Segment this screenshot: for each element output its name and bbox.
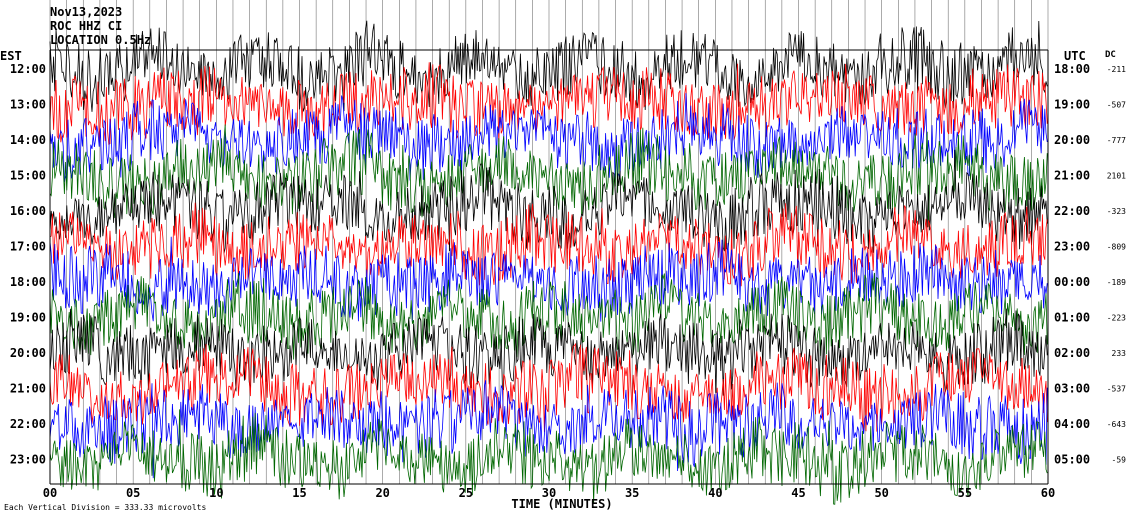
est-tick-label: 14:00	[10, 133, 46, 147]
x-tick-label: 60	[1041, 486, 1055, 500]
est-tick-label: 16:00	[10, 204, 46, 218]
utc-tick-label: 02:00	[1054, 346, 1090, 360]
x-tick-label: 25	[459, 486, 473, 500]
x-tick-label: 45	[791, 486, 805, 500]
x-axis-title: TIME (MINUTES)	[511, 497, 612, 511]
x-tick-label: 05	[126, 486, 140, 500]
scale-note: Each Vertical Division = 333.33 microvol…	[4, 503, 207, 512]
est-tick-label: 13:00	[10, 98, 46, 112]
utc-tick-label: 18:00	[1054, 62, 1090, 76]
header-date: Nov13,2023	[50, 5, 123, 19]
dc-value-label: -537	[1107, 385, 1126, 394]
x-tick-label: 20	[375, 486, 389, 500]
chart-labels: EST UTC DC 12:00 18:00 -211 13:00 19:00 -507 14:0…	[0, 49, 1126, 511]
header-station: ROC HHZ CI	[50, 19, 123, 33]
est-tick-label: 22:00	[10, 417, 46, 431]
utc-tick-label: 05:00	[1054, 453, 1090, 467]
seismic-traces	[49, 20, 1048, 505]
dc-value-label: -643	[1107, 420, 1126, 429]
est-tick-label: 12:00	[10, 62, 46, 76]
est-tick-label: 15:00	[10, 169, 46, 183]
trace-row	[49, 149, 1048, 254]
utc-tick-label: 23:00	[1054, 240, 1090, 254]
dc-value-label: -189	[1107, 278, 1126, 287]
est-tick-label: 17:00	[10, 240, 46, 254]
utc-tick-label: 22:00	[1054, 204, 1090, 218]
dc-value-label: -223	[1107, 314, 1126, 323]
chart-axes	[49, 49, 1049, 485]
dc-value-label: -211	[1107, 65, 1126, 74]
est-tick-label: 20:00	[10, 346, 46, 360]
dc-value-label: -323	[1107, 207, 1126, 216]
x-tick-label: 40	[708, 486, 722, 500]
trace-row	[49, 308, 1048, 396]
x-tick-label: 00	[43, 486, 57, 500]
est-tick-label: 23:00	[10, 453, 46, 467]
trace-row	[49, 93, 1048, 183]
dc-value-label: -507	[1107, 101, 1126, 110]
trace-row	[49, 20, 1048, 112]
x-tick-label: 50	[874, 486, 888, 500]
dc-value-label: -809	[1107, 243, 1126, 252]
est-axis-label: EST	[0, 49, 22, 63]
utc-tick-label: 01:00	[1054, 311, 1090, 325]
trace-row	[49, 202, 1048, 287]
x-tick-label: 35	[625, 486, 639, 500]
x-tick-label: 55	[958, 486, 972, 500]
x-tick-label: 15	[292, 486, 306, 500]
x-tick-label: 10	[209, 486, 223, 500]
utc-tick-label: 00:00	[1054, 275, 1090, 289]
trace-row	[49, 124, 1048, 227]
utc-axis-label: UTC	[1064, 49, 1086, 63]
trace-row	[49, 380, 1048, 479]
est-tick-label: 21:00	[10, 382, 46, 396]
utc-tick-label: 20:00	[1054, 133, 1090, 147]
header-filter: LOCATION 0.5Hz	[50, 33, 152, 47]
dc-value-label: -777	[1107, 136, 1126, 145]
est-tick-label: 19:00	[10, 311, 46, 325]
dc-value-label: 2101	[1107, 172, 1126, 181]
utc-tick-label: 21:00	[1054, 169, 1090, 183]
utc-tick-label: 03:00	[1054, 382, 1090, 396]
utc-tick-label: 04:00	[1054, 417, 1090, 431]
trace-row	[49, 342, 1048, 433]
trace-row	[49, 409, 1048, 505]
est-tick-label: 18:00	[10, 275, 46, 289]
dc-value-label: -59	[1112, 456, 1127, 465]
dc-value-label: 233	[1112, 349, 1127, 358]
x-tick-label: 30	[542, 486, 556, 500]
trace-row	[49, 236, 1048, 323]
utc-tick-label: 19:00	[1054, 98, 1090, 112]
dc-axis-label: DC	[1105, 50, 1116, 60]
